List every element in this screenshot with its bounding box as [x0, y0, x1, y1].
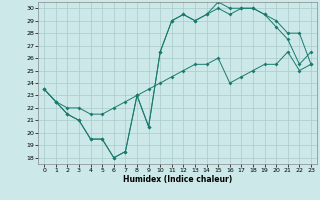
- X-axis label: Humidex (Indice chaleur): Humidex (Indice chaleur): [123, 175, 232, 184]
